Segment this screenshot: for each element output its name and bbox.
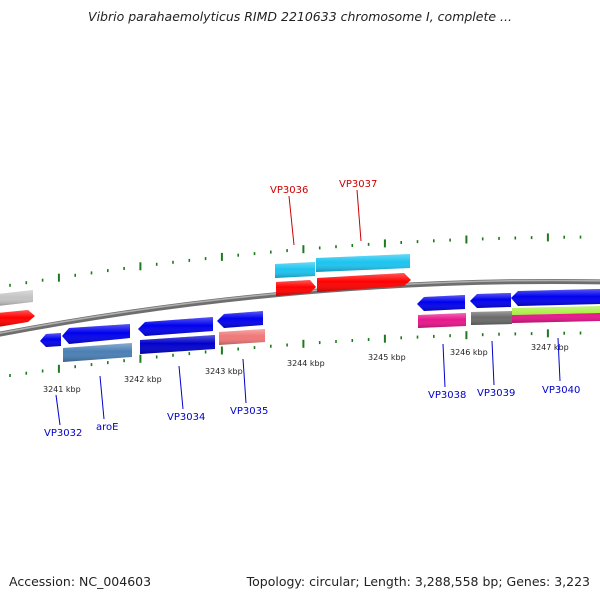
gene-labels: VP3036 VP3037 VP3032 aroE VP3034 VP3035 … (44, 179, 580, 439)
tick-label-3247: 3247 kbp (531, 343, 569, 352)
gene-label-vp3035[interactable]: VP3035 (230, 406, 268, 417)
lower-tick-track (9, 329, 582, 377)
gene-label-vp3039[interactable]: VP3039 (477, 388, 515, 399)
gene-label-vp3040[interactable]: VP3040 (542, 385, 580, 396)
tick-label-3243: 3243 kbp (205, 367, 243, 376)
minus-strand-features (40, 289, 600, 362)
gene-label-aroE[interactable]: aroE (96, 422, 118, 433)
gene-label-vp3036[interactable]: VP3036 (270, 185, 308, 196)
genome-summary-text: Topology: circular; Length: 3,288,558 bp… (246, 574, 590, 589)
scale-labels: 3241 kbp 3242 kbp 3243 kbp 3244 kbp 3245… (43, 343, 569, 394)
tick-label-3241: 3241 kbp (43, 385, 81, 394)
label-leaders (55, 189, 561, 426)
upper-tick-track (9, 233, 582, 287)
tick-label-3244: 3244 kbp (287, 359, 325, 368)
gene-label-vp3037[interactable]: VP3037 (339, 179, 377, 190)
accession-text: Accession: NC_004603 (9, 574, 152, 589)
tick-label-3246: 3246 kbp (450, 348, 488, 357)
plus-strand-features (0, 254, 411, 327)
gene-label-vp3038[interactable]: VP3038 (428, 390, 466, 401)
gene-label-vp3032[interactable]: VP3032 (44, 428, 82, 439)
map-title: Vibrio parahaemolyticus RIMD 2210633 chr… (88, 9, 512, 24)
tick-label-3245: 3245 kbp (368, 353, 406, 362)
gene-label-vp3034[interactable]: VP3034 (167, 412, 205, 423)
tick-label-3242: 3242 kbp (124, 375, 162, 384)
